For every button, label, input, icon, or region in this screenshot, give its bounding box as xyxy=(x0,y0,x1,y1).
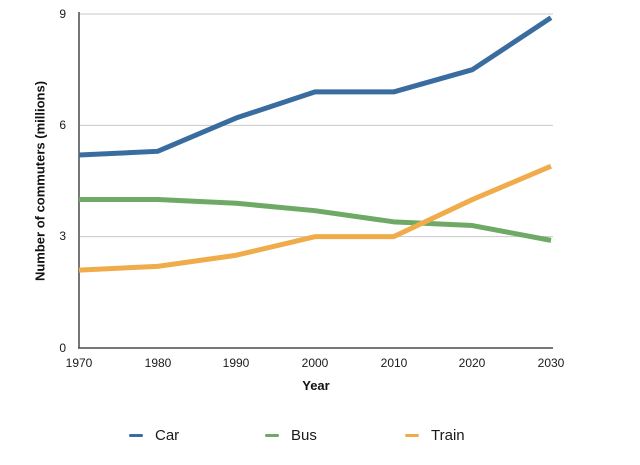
x-tick-2030: 2030 xyxy=(537,356,565,370)
y-tick-6: 6 xyxy=(59,118,66,132)
bus-line xyxy=(79,197,552,243)
y-axis-title: Number of commuters (millions) xyxy=(32,80,48,282)
y-tick-3: 3 xyxy=(59,229,66,243)
car-line xyxy=(78,15,553,158)
legend-item-car: Car xyxy=(129,427,179,444)
x-tick-2010: 2010 xyxy=(380,356,408,370)
x-tick-1970: 1970 xyxy=(65,356,93,370)
train-legend-label: Train xyxy=(431,427,465,444)
x-tick-2000: 2000 xyxy=(301,356,329,370)
legend-item-train: Train xyxy=(405,427,465,444)
legend-item-bus: Bus xyxy=(265,427,317,444)
x-tick-2020: 2020 xyxy=(458,356,486,370)
x-axis-title: Year xyxy=(302,378,330,393)
car-legend-dash-icon xyxy=(129,433,143,438)
train-legend-dash-icon xyxy=(405,433,419,438)
bus-legend-label: Bus xyxy=(291,427,317,444)
plot-area xyxy=(78,12,553,349)
car-legend-label: Car xyxy=(155,427,180,444)
x-tick-1980: 1980 xyxy=(144,356,172,370)
y-tick-9: 9 xyxy=(59,7,66,21)
bus-legend-dash-icon xyxy=(265,433,279,438)
y-tick-0: 0 xyxy=(59,341,66,355)
x-tick-1990: 1990 xyxy=(222,356,250,370)
train-line xyxy=(78,163,552,273)
